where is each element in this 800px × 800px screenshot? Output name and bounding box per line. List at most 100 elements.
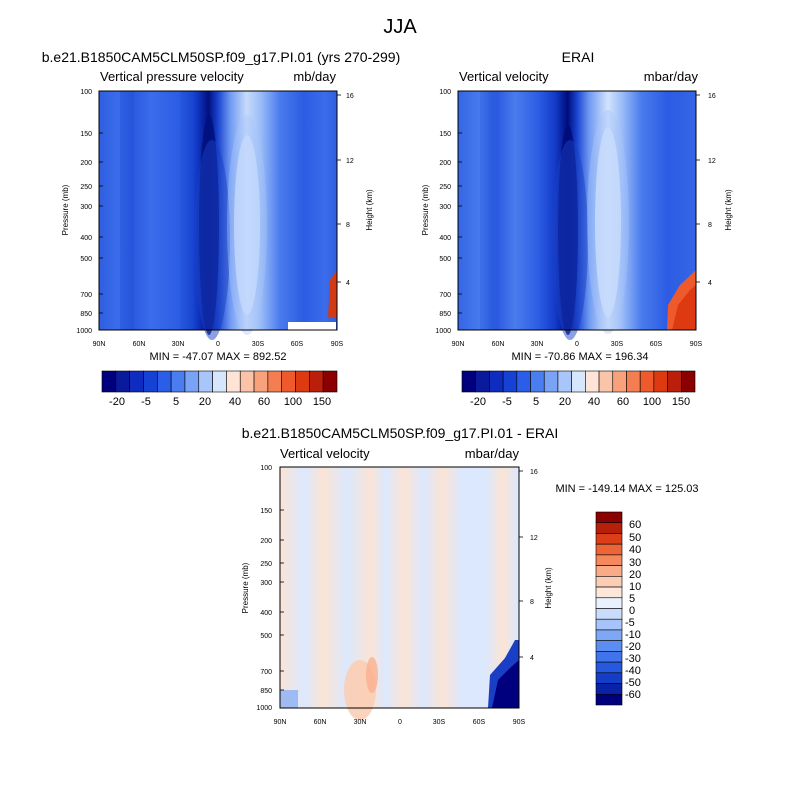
panel-model-right-label: mb/day [293,69,336,84]
panel-model-ytick: 500 [80,256,92,263]
panel-diff-y2tick: 16 [530,469,538,476]
colorbar-swatch [309,370,324,393]
panel-diff-colorbar [595,511,623,706]
colorbar-swatch [571,370,586,393]
panel-diff-xtick: 0 [398,719,402,726]
panel-erai-title: ERAI [562,49,595,65]
panel-diff-xtick: 60N [314,719,327,726]
panel-model-cb-label: 40 [229,396,241,408]
colorbar-swatch [489,370,504,393]
panel-model-y2label: Height (km) [365,189,374,231]
panel-model-polar-red [328,270,337,318]
colorbar-swatch [267,370,283,393]
panel-diff-cb-label: 30 [629,557,641,569]
panel-model-title: b.e21.B1850CAM5CLM50SP.f09_g17.PI.01 (yr… [42,49,401,65]
colorbar-swatch [680,370,696,393]
panel-diff-ytick: 300 [260,580,272,587]
panel-model-ytick: 100 [80,89,92,96]
panel-model-y2tick: 16 [346,93,354,100]
panel-erai-y2tick: 12 [708,158,716,165]
panel-erai-y2label: Height (km) [724,189,733,231]
panel-model-cb-label: 150 [313,396,331,408]
panel-erai-ytick: 150 [439,131,451,138]
panel-diff-cb-label: 20 [629,569,641,581]
panel-model-ylabel: Pressure (mb) [61,184,70,235]
panel-diff-xtick: 90N [274,719,287,726]
panel-model-y2tick: 12 [346,158,354,165]
panel-diff-xtick: 90S [513,719,526,726]
panel-erai-left-label: Vertical velocity [459,69,549,84]
panel-model-ytick: 150 [80,131,92,138]
panel-erai-ytick: 700 [439,292,451,299]
colorbar-swatch [595,533,623,545]
colorbar-swatch [322,370,338,393]
panel-diff-ylabel: Pressure (mb) [241,562,250,613]
colorbar-swatch [626,370,641,393]
colorbar-swatch [129,370,144,393]
colorbar-swatch [595,672,623,684]
panel-erai-cb-label: 150 [672,396,690,408]
panel-diff-xtick: 30S [433,719,446,726]
panel-model-y2tick: 8 [346,222,350,229]
panel-diff-stats: MIN = -149.14 MAX = 125.03 [555,483,698,495]
colorbar-swatch [253,370,269,393]
panel-erai-cb-label: 20 [559,396,571,408]
panel-model-ytick: 850 [80,311,92,318]
panel-erai-cb-label: -5 [502,396,512,408]
panel-erai-cb-label: -20 [470,396,486,408]
colorbar-swatch [461,370,477,393]
figure-title: JJA [383,16,417,38]
panel-erai-y2tick: 16 [708,93,716,100]
panel-model-ytick: 700 [80,292,92,299]
panel-erai-ytick: 850 [439,311,451,318]
panel-erai-xtick: 90S [690,341,703,348]
panel-diff-cb-label: -50 [625,677,641,689]
panel-erai: ERAI Vertical velocity mbar/day Pressure… [421,49,733,408]
panel-erai-cb-label: 40 [588,396,600,408]
panel-diff-ytick: 150 [260,508,272,515]
panel-erai-xtick: 60N [492,341,505,348]
panel-model-cb-label: 100 [284,396,302,408]
colorbar-swatch [543,370,559,393]
panel-model-mask [288,322,336,330]
panel-diff-ytick: 400 [260,610,272,617]
colorbar-swatch [101,370,117,393]
panel-diff-ytick: 200 [260,538,272,545]
panel-erai-cb-label: 100 [643,396,661,408]
colorbar-swatch [595,522,623,534]
colorbar-swatch [212,370,227,393]
panel-model: b.e21.B1850CAM5CLM50SP.f09_g17.PI.01 (yr… [42,49,401,408]
panel-diff-y2tick: 4 [530,655,534,662]
panel-diff-cb-label: -30 [625,653,641,665]
panel-diff-y2tick: 12 [530,535,538,542]
panel-erai-xtick: 60S [650,341,663,348]
panel-diff-cb-label: -20 [625,641,641,653]
colorbar-swatch [639,370,655,393]
panel-erai-colorbar [461,370,696,393]
panel-diff-xtick: 60S [473,719,486,726]
panel-diff-ytick: 500 [260,633,272,640]
panel-diff-cb-label: -10 [625,629,641,641]
colorbar-swatch [667,370,682,393]
panel-diff-left-label: Vertical velocity [280,446,370,461]
panel-erai-stats: MIN = -70.86 MAX = 196.34 [512,351,649,363]
panel-model-ytick: 200 [80,160,92,167]
panel-erai-ytick: 500 [439,256,451,263]
colorbar-swatch [595,683,623,695]
panel-diff-cb-label: -5 [625,617,635,629]
colorbar-swatch [184,370,200,393]
panel-model-cb-label: -5 [141,396,151,408]
panel-model-xtick: 60S [291,341,304,348]
colorbar-swatch [595,543,623,556]
panel-diff-ytick: 1000 [256,705,272,712]
panel-erai-ytick: 400 [439,235,451,242]
colorbar-swatch [595,651,623,663]
panel-erai-y2tick: 4 [708,280,712,287]
panel-diff-ytick: 250 [260,561,272,568]
colorbar-swatch [595,618,623,631]
panel-diff-ytick: 850 [260,688,272,695]
panel-model-cb-label: 60 [258,396,270,408]
colorbar-swatch [295,370,310,393]
panel-diff-cb-label: 40 [629,544,641,556]
